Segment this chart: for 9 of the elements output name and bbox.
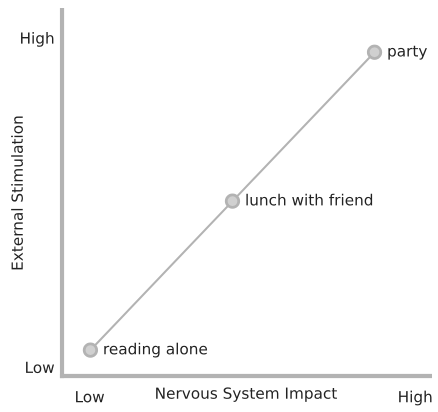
annotation: party bbox=[388, 46, 427, 60]
x-axis-title: Nervous System Impact bbox=[156, 387, 337, 402]
text: High bbox=[21, 32, 54, 47]
annotation: reading alone bbox=[104, 342, 208, 358]
text: High bbox=[399, 390, 432, 406]
annotation: lunch with friend bbox=[246, 194, 372, 206]
text: Low bbox=[26, 362, 54, 374]
text: Low bbox=[76, 391, 104, 402]
y-axis-title: External Stimulation bbox=[11, 116, 23, 270]
